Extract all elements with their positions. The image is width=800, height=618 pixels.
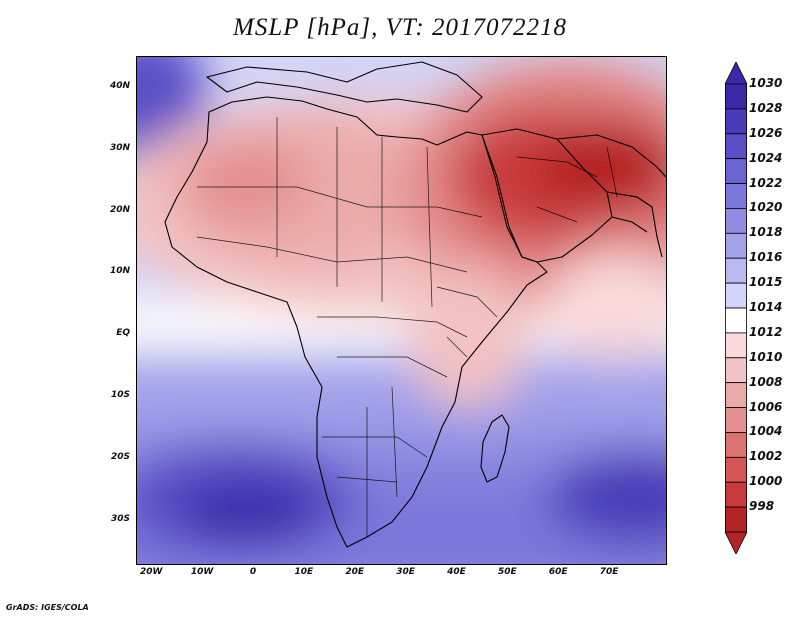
lat-tick-label: 30S: [110, 513, 130, 524]
monsoon-low-core: [537, 122, 666, 212]
lat-tick-label: 30N: [109, 142, 130, 153]
colorbar-swatch: [725, 83, 747, 110]
africa-coastline: [164, 96, 548, 548]
colorbar-swatch: [725, 456, 747, 483]
colorbar-swatch: [725, 108, 747, 135]
colorbar-tick-label: 1006: [749, 399, 783, 414]
lon-tick-label: 0: [249, 567, 257, 577]
grads-credit: GrADS: IGES/COLA: [6, 603, 89, 612]
iran-india-coast: [556, 134, 666, 258]
sahara-low-core: [187, 142, 307, 222]
lon-tick-label: 50E: [497, 567, 517, 577]
colorbar-swatch: [725, 432, 747, 458]
arabian-sea-coast: [611, 216, 648, 233]
lon-tick-label: 40E: [447, 567, 466, 577]
lon-tick-label: 60E: [548, 567, 568, 577]
lon-tick-label: 20W: [140, 567, 163, 577]
colorbar-swatch: [725, 257, 747, 284]
map-title: MSLP [hPa], VT: 2017072218: [233, 14, 567, 41]
arabian-sea-low: [547, 252, 666, 362]
colorbar-tick-label: 1020: [749, 200, 783, 215]
colorbar-under-triangle: [725, 531, 747, 554]
lat-tick-label: EQ: [116, 328, 130, 339]
colorbar-swatch: [725, 282, 747, 309]
colorbar-tick-label: 1018: [749, 225, 783, 240]
colorbar-tick-label: 1012: [749, 324, 783, 339]
colorbar-swatch: [725, 481, 747, 508]
colorbar: [725, 62, 747, 554]
colorbar-tick-label: 1000: [749, 474, 783, 489]
colorbar-swatch: [725, 357, 747, 384]
lon-tick-label: 30E: [396, 567, 415, 577]
pressure-field: [137, 57, 666, 564]
border-southern: [322, 386, 428, 537]
country-borders: [196, 117, 618, 537]
lat-tick-label: 20S: [110, 451, 130, 462]
lat-tick-label: 40N: [109, 80, 130, 91]
border-east-africa: [436, 286, 498, 358]
colorbar-tick-label: 1024: [749, 150, 783, 165]
border-middle-east: [516, 146, 618, 223]
colorbar-swatch: [725, 382, 747, 408]
colorbar-swatch: [725, 208, 747, 234]
colorbar-swatch: [725, 332, 747, 359]
colorbar-tick-label: 1022: [749, 175, 783, 190]
colorbar-swatch: [725, 232, 747, 259]
lon-tick-label: 20E: [345, 567, 365, 577]
south-atlantic-high-core: [177, 482, 317, 542]
lon-tick-label: 10E: [294, 567, 314, 577]
colorbar-tick-label: 1004: [749, 424, 783, 439]
colorbar-swatch: [725, 158, 747, 184]
coastlines: [164, 61, 666, 548]
colorbar-tick-label: 1014: [749, 300, 783, 314]
lat-tick-label: 20N: [109, 204, 130, 215]
border-central: [317, 316, 468, 378]
border-north-vertical: [276, 117, 433, 308]
europe-coast: [206, 61, 483, 113]
indian-ocean-high: [547, 452, 666, 542]
colorbar-swatch: [725, 506, 747, 533]
colorbar-swatch: [725, 407, 747, 433]
colorbar-tick-label: 1010: [749, 349, 783, 364]
colorbar-tick-label: 1008: [749, 374, 783, 389]
colorbar-tick-label: 1030: [749, 76, 783, 90]
lon-tick-label: 10W: [190, 567, 214, 577]
colorbar-tick-label: 1026: [749, 125, 783, 140]
colorbar-swatch: [725, 183, 747, 209]
colorbar-tick-label: 1015: [749, 275, 783, 290]
border-west-sahel: [197, 186, 483, 218]
colorbar-tick-label: 1028: [749, 100, 783, 115]
colorbar-swatch: [725, 307, 747, 334]
colorbar-swatch: [725, 133, 747, 160]
lon-tick-label: 70E: [599, 567, 619, 577]
lat-tick-label: 10N: [109, 266, 130, 277]
colorbar-tick-label: 1016: [749, 250, 783, 265]
madagascar: [480, 414, 510, 483]
colorbar-over-triangle: [725, 62, 747, 85]
colorbar-tick-label: 998: [749, 499, 775, 514]
lat-tick-label: 10S: [110, 390, 130, 401]
colorbar-tick-label: 1002: [749, 449, 783, 464]
pressure-map: [136, 56, 667, 565]
